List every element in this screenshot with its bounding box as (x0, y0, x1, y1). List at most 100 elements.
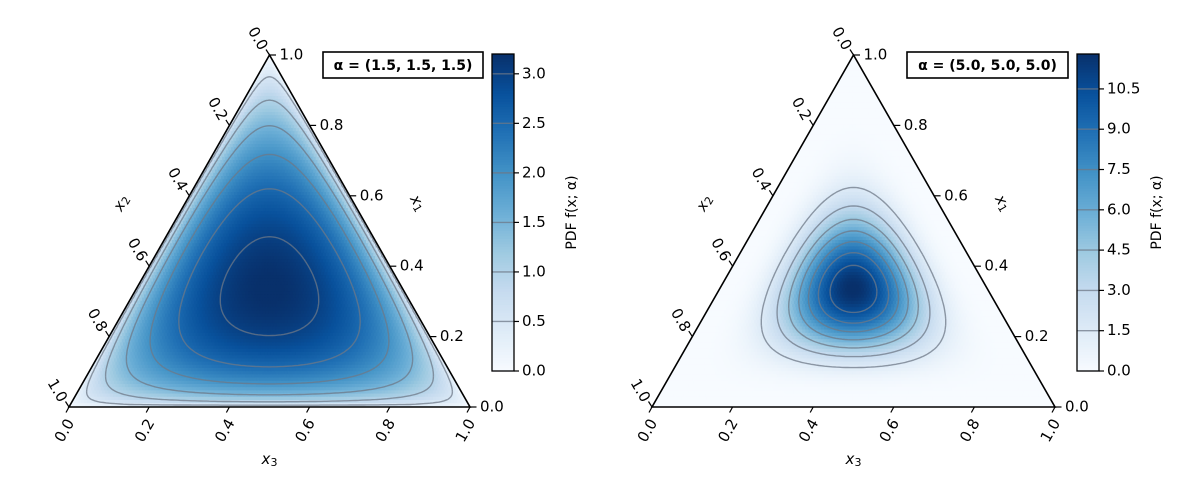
density-cell (284, 140, 289, 146)
density-cell (347, 208, 353, 213)
density-cell (248, 172, 253, 178)
density-cell (300, 176, 306, 181)
density-cell (291, 169, 296, 174)
density-cell (211, 176, 216, 181)
density-cell (245, 166, 250, 171)
density-cell (277, 89, 283, 94)
density-cell (221, 214, 226, 219)
density-cell (222, 201, 227, 206)
density-cell (289, 137, 294, 142)
density-cell (273, 211, 279, 216)
density-cell (248, 204, 253, 210)
density-cell (209, 185, 214, 190)
density-cell (297, 131, 302, 136)
density-cell (305, 204, 310, 210)
density-cell (268, 89, 274, 94)
density-cell (294, 176, 299, 181)
density-cell (260, 73, 265, 78)
density-cell (287, 147, 293, 152)
density-cell (302, 128, 307, 133)
density-cell (192, 192, 198, 197)
density-cell (238, 150, 244, 155)
density-cell (211, 214, 217, 219)
density-cell (298, 182, 304, 187)
density-cell (256, 185, 261, 190)
density-cell (248, 115, 254, 120)
density-cell (303, 124, 308, 130)
density-cell (220, 144, 225, 149)
density-cell (265, 118, 271, 123)
density-cell (330, 182, 335, 187)
density-cell (199, 214, 204, 219)
density-cell (213, 172, 218, 178)
density-cell (270, 105, 275, 110)
density-cell (316, 176, 322, 181)
density-cell (285, 115, 291, 120)
density-cell (298, 115, 303, 120)
density-cell (201, 182, 206, 187)
density-cell (287, 163, 293, 168)
density-cell (315, 201, 320, 206)
density-cell (268, 192, 274, 197)
density-cell (278, 86, 283, 91)
density-cell (194, 211, 199, 216)
density-cell (272, 108, 277, 114)
density-cell (270, 128, 275, 133)
density-cell (332, 176, 338, 181)
density-cell (259, 118, 264, 123)
density-cell (317, 204, 323, 210)
density-cell (265, 108, 271, 114)
density-cell (254, 144, 260, 149)
density-cell (296, 201, 301, 206)
density-cell (287, 192, 293, 197)
density-cell (214, 198, 220, 203)
density-cell (246, 147, 252, 152)
density-cell (254, 105, 260, 110)
density-cell (325, 163, 330, 168)
density-cell (254, 137, 260, 142)
density-cell (297, 198, 302, 203)
density-cell (274, 67, 279, 72)
density-cell (267, 144, 272, 149)
density-cell (304, 121, 310, 126)
density-cell (278, 208, 283, 213)
density-cell (273, 128, 279, 133)
density-cell (237, 169, 242, 174)
density-cell (281, 124, 286, 130)
density-cell (310, 176, 315, 181)
density-cell (213, 166, 219, 171)
density-cell (224, 147, 229, 152)
density-cell (309, 134, 314, 139)
density-cell (273, 105, 279, 110)
density-cell (240, 208, 245, 213)
density-cell (234, 156, 239, 162)
density-cell (328, 185, 334, 190)
density-cell (265, 153, 271, 158)
density-cell (294, 185, 299, 190)
density-cell (281, 140, 286, 146)
density-cell (270, 60, 275, 66)
density-cell (206, 179, 211, 184)
density-cell (254, 160, 260, 165)
density-cell (292, 201, 298, 206)
density-cell (262, 163, 267, 168)
density-cell (315, 179, 320, 184)
density-cell (283, 211, 288, 216)
density-cell (260, 201, 266, 206)
density-cell (286, 89, 292, 94)
density-cell (234, 208, 239, 213)
density-cell (300, 208, 305, 213)
density-cell (276, 150, 282, 155)
density-cell (279, 121, 285, 126)
density-cell (305, 188, 310, 194)
density-cell (208, 198, 213, 203)
density-cell (235, 201, 240, 206)
density-cell (292, 172, 298, 178)
density-cell (299, 179, 304, 184)
density-cell (308, 182, 313, 187)
density-cell (241, 134, 246, 139)
density-cell (240, 131, 245, 136)
density-cell (261, 160, 266, 165)
density-cell (306, 147, 312, 152)
density-cell (290, 124, 296, 130)
